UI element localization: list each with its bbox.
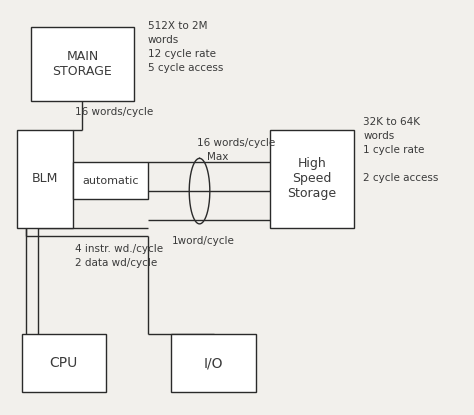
Text: 32K to 64K
words
1 cycle rate

2 cycle access: 32K to 64K words 1 cycle rate 2 cycle ac… <box>364 117 439 183</box>
Text: automatic: automatic <box>82 176 139 186</box>
Text: CPU: CPU <box>50 356 78 370</box>
Text: 16 words/cycle: 16 words/cycle <box>197 138 275 148</box>
Text: 4 instr. wd./cycle
2 data wd/cycle: 4 instr. wd./cycle 2 data wd/cycle <box>75 244 164 269</box>
FancyBboxPatch shape <box>73 162 148 199</box>
Text: 16 words/cycle: 16 words/cycle <box>75 107 154 117</box>
FancyBboxPatch shape <box>31 27 134 101</box>
FancyBboxPatch shape <box>270 130 354 228</box>
Text: I/O: I/O <box>204 356 223 370</box>
Text: BLM: BLM <box>32 172 58 186</box>
FancyBboxPatch shape <box>17 130 73 228</box>
Text: 512X to 2M
words
12 cycle rate
5 cycle access: 512X to 2M words 12 cycle rate 5 cycle a… <box>148 21 223 73</box>
Text: 1word/cycle: 1word/cycle <box>172 237 234 247</box>
Text: MAIN
STORAGE: MAIN STORAGE <box>53 50 112 78</box>
Text: Max: Max <box>207 152 228 162</box>
FancyBboxPatch shape <box>21 334 106 392</box>
FancyBboxPatch shape <box>172 334 256 392</box>
Text: High
Speed
Storage: High Speed Storage <box>287 157 337 200</box>
